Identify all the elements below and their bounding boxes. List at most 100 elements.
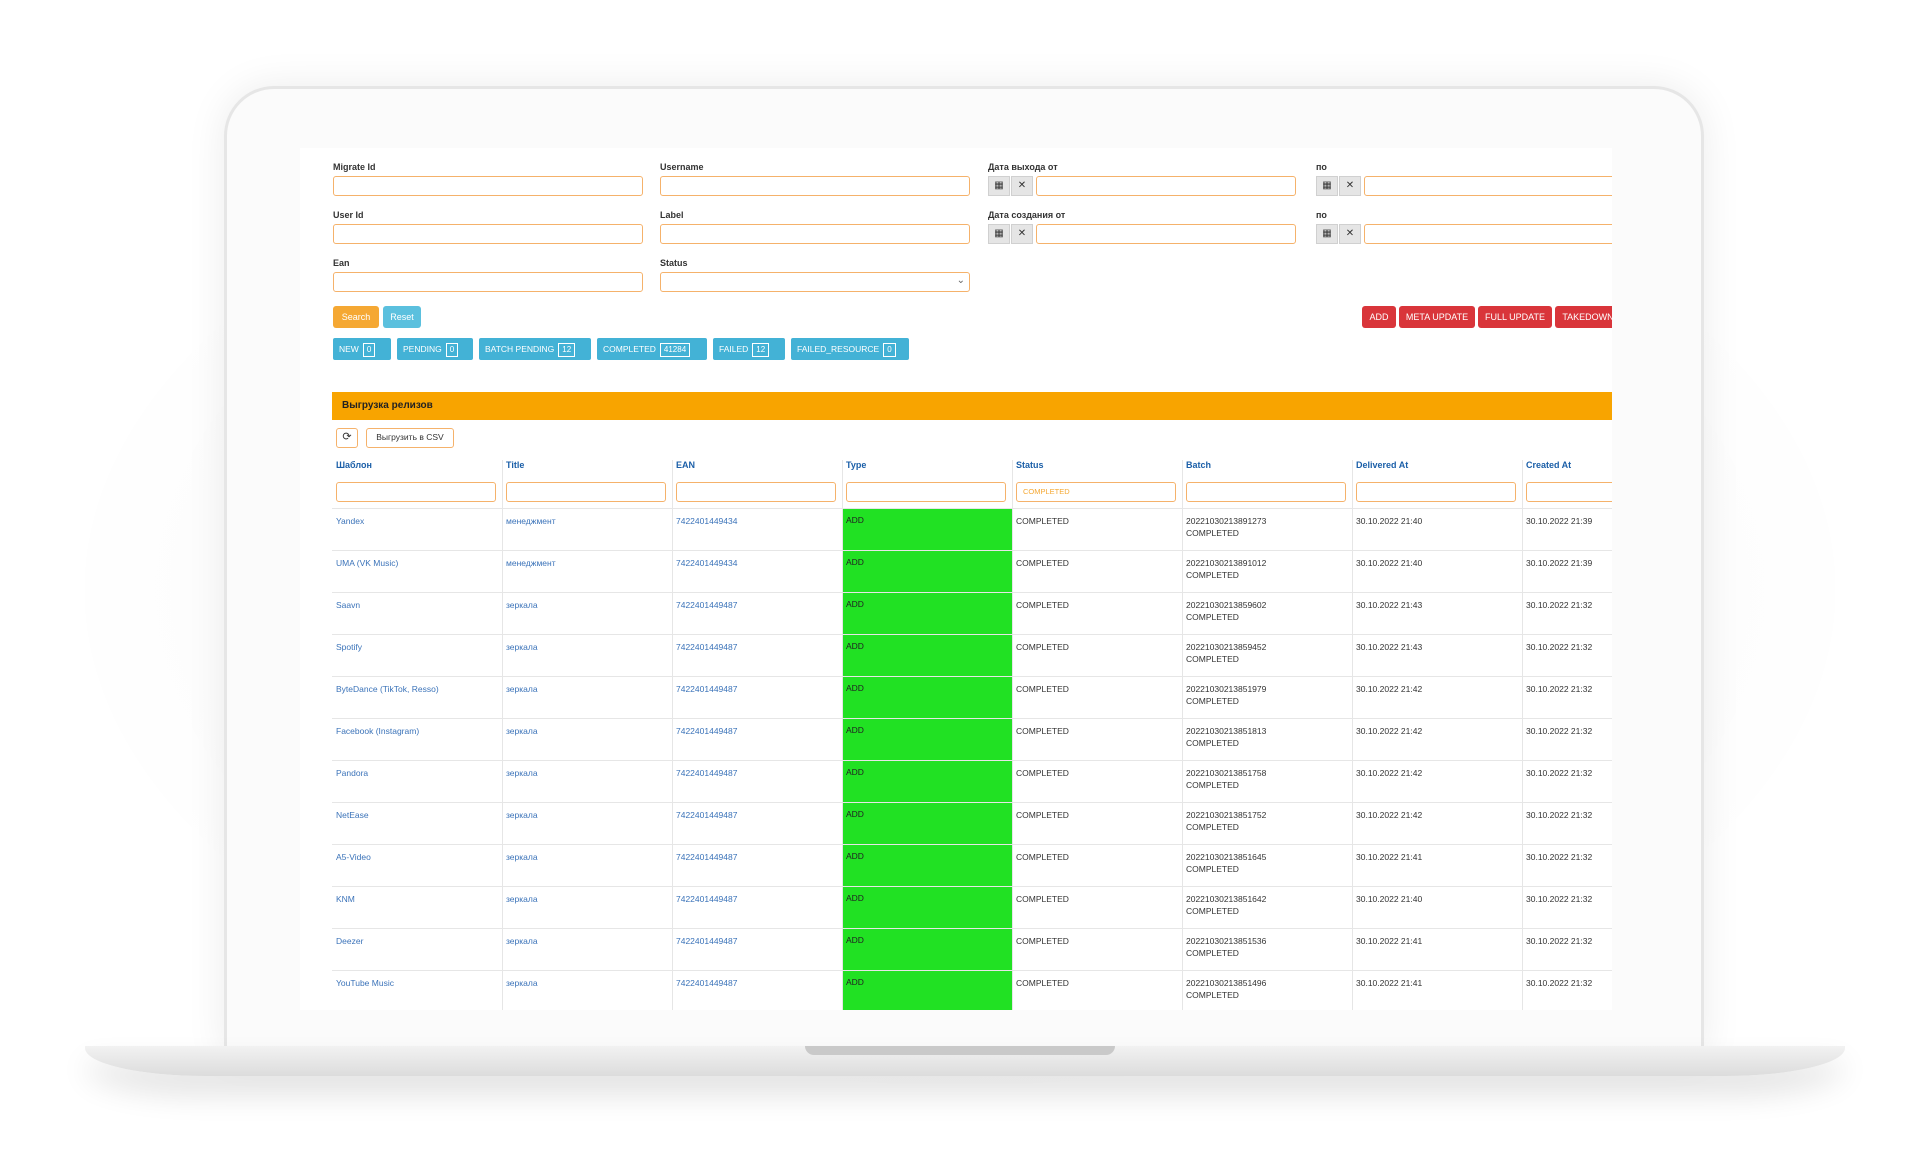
migrate-id-input[interactable]	[333, 176, 643, 196]
column-header-status[interactable]: Status	[1016, 460, 1044, 470]
takedown-button[interactable]: TAKEDOWN	[1555, 306, 1612, 328]
reset-button[interactable]: Reset	[383, 306, 421, 328]
table-row[interactable]: Facebook (Instagram) зеркала 7422401449487…	[332, 718, 1612, 761]
calendar-icon[interactable]: ▦	[988, 224, 1010, 244]
batch-filter-input[interactable]	[1186, 482, 1346, 502]
title-cell[interactable]: зеркала	[506, 600, 538, 610]
column-header-template[interactable]: Шаблон	[336, 460, 372, 470]
ean-cell[interactable]: 7422401449487	[676, 936, 738, 946]
created-filter-input[interactable]	[1526, 482, 1612, 502]
full-update-button[interactable]: FULL UPDATE	[1478, 306, 1552, 328]
title-cell[interactable]: менеджмент	[506, 558, 556, 568]
clear-date-icon[interactable]: ✕	[1011, 224, 1033, 244]
ean-cell[interactable]: 7422401449487	[676, 978, 738, 988]
template-cell[interactable]: Pandora	[336, 768, 369, 778]
template-cell[interactable]: NetEase	[336, 810, 369, 820]
table-row[interactable]: KNM зеркала 7422401449487 ADD COMPLETED 20221…	[332, 886, 1612, 929]
title-cell[interactable]: зеркала	[506, 894, 538, 904]
table-row[interactable]: UMA (VK Music) менеджмент 7422401449434 ADD…	[332, 550, 1612, 593]
search-button[interactable]: Search	[333, 306, 379, 328]
tab-failed[interactable]: FAILED 12	[713, 338, 785, 360]
tab-new[interactable]: NEW 0	[333, 338, 391, 360]
template-filter-input[interactable]	[336, 482, 496, 502]
tab-batch-pending[interactable]: BATCH PENDING 12	[479, 338, 591, 360]
template-cell[interactable]: Yandex	[336, 516, 365, 526]
calendar-icon[interactable]: ▦	[1316, 176, 1338, 196]
title-cell[interactable]: менеджмент	[506, 516, 556, 526]
column-header-title[interactable]: Title	[506, 460, 525, 470]
template-cell[interactable]: A5-Video	[336, 852, 371, 862]
ean-cell[interactable]: 7422401449434	[676, 516, 738, 526]
tab-completed[interactable]: COMPLETED 41284	[597, 338, 707, 360]
clear-date-icon[interactable]: ✕	[1339, 224, 1361, 244]
type-cell: ADD	[842, 719, 1012, 761]
table-row[interactable]: Yandex менеджмент 7422401449434 ADD COMPLETE…	[332, 508, 1612, 551]
title-cell[interactable]: зеркала	[506, 978, 538, 988]
table-row[interactable]: Spotify зеркала 7422401449487 ADD COMPLETED 2…	[332, 634, 1612, 677]
add-button[interactable]: ADD	[1362, 306, 1396, 328]
username-input[interactable]	[660, 176, 970, 196]
title-cell[interactable]: зеркала	[506, 684, 538, 694]
ean-cell[interactable]: 7422401449487	[676, 810, 738, 820]
table-row[interactable]: YouTube Music зеркала 7422401449487 ADD COMP…	[332, 970, 1612, 1010]
label-input[interactable]	[660, 224, 970, 244]
template-cell[interactable]: YouTube Music	[336, 978, 394, 988]
template-cell[interactable]: UMA (VK Music)	[336, 558, 399, 568]
clear-date-icon[interactable]: ✕	[1339, 176, 1361, 196]
batch-cell: 20221030213859452 COMPLETED	[1182, 641, 1266, 665]
title-cell[interactable]: зеркала	[506, 936, 538, 946]
table-row[interactable]: ByteDance (TikTok, Resso) зеркала 74224014…	[332, 676, 1612, 719]
ean-cell[interactable]: 7422401449434	[676, 558, 738, 568]
release-date-from-input[interactable]	[1036, 176, 1296, 196]
refresh-icon[interactable]: ⟳	[336, 428, 358, 448]
column-header-created-at[interactable]: Created At	[1526, 460, 1572, 470]
ean-cell[interactable]: 7422401449487	[676, 768, 738, 778]
ean-input[interactable]	[333, 272, 643, 292]
created-from-input[interactable]	[1036, 224, 1296, 244]
status-filter-input[interactable]: COMPLETED	[1016, 482, 1176, 502]
title-cell[interactable]: зеркала	[506, 768, 538, 778]
title-cell[interactable]: зеркала	[506, 642, 538, 652]
ean-cell[interactable]: 7422401449487	[676, 894, 738, 904]
template-cell[interactable]: Spotify	[336, 642, 362, 652]
table-row[interactable]: Pandora зеркала 7422401449487 ADD COMPLETED 2…	[332, 760, 1612, 803]
title-cell[interactable]: зеркала	[506, 726, 538, 736]
ean-cell[interactable]: 7422401449487	[676, 600, 738, 610]
title-filter-input[interactable]	[506, 482, 666, 502]
tab-failed-resource[interactable]: FAILED_RESOURCE 0	[791, 338, 909, 360]
ean-cell[interactable]: 7422401449487	[676, 642, 738, 652]
calendar-icon[interactable]: ▦	[1316, 224, 1338, 244]
created-to-input[interactable]	[1364, 224, 1612, 244]
tab-pending[interactable]: PENDING 0	[397, 338, 473, 360]
table-row[interactable]: A5-Video зеркала 7422401449487 ADD COMPLETED…	[332, 844, 1612, 887]
title-cell[interactable]: зеркала	[506, 852, 538, 862]
template-cell[interactable]: Saavn	[336, 600, 361, 610]
table-row[interactable]: Saavn зеркала 7422401449487 ADD COMPLETED 202…	[332, 592, 1612, 635]
title-cell[interactable]: зеркала	[506, 810, 538, 820]
ean-cell[interactable]: 7422401449487	[676, 726, 738, 736]
calendar-icon[interactable]: ▦	[988, 176, 1010, 196]
column-header-delivered-at[interactable]: Delivered At	[1356, 460, 1409, 470]
template-cell[interactable]: ByteDance (TikTok, Resso)	[336, 684, 439, 694]
clear-date-icon[interactable]: ✕	[1011, 176, 1033, 196]
template-cell[interactable]: KNM	[336, 894, 355, 904]
column-header-batch[interactable]: Batch	[1186, 460, 1212, 470]
template-cell[interactable]: Facebook (Instagram)	[336, 726, 420, 736]
type-filter-input[interactable]	[846, 482, 1006, 502]
batch-cell: 20221030213851758 COMPLETED	[1182, 767, 1266, 791]
batch-cell: 20221030213851536 COMPLETED	[1182, 935, 1266, 959]
delivered-filter-input[interactable]	[1356, 482, 1516, 502]
user-id-input[interactable]	[333, 224, 643, 244]
ean-cell[interactable]: 7422401449487	[676, 684, 738, 694]
column-header-type[interactable]: Type	[846, 460, 867, 470]
ean-cell[interactable]: 7422401449487	[676, 852, 738, 862]
meta-update-button[interactable]: META UPDATE	[1399, 306, 1475, 328]
column-header-ean[interactable]: EAN	[676, 460, 696, 470]
ean-filter-input[interactable]	[676, 482, 836, 502]
table-row[interactable]: NetEase зеркала 7422401449487 ADD COMPLETED 2…	[332, 802, 1612, 845]
table-row[interactable]: Deezer зеркала 7422401449487 ADD COMPLETED 20…	[332, 928, 1612, 971]
export-csv-button[interactable]: Выгрузить в CSV	[366, 428, 454, 448]
release-date-to-input[interactable]	[1364, 176, 1612, 196]
status-select[interactable]: ⌄	[660, 272, 970, 292]
template-cell[interactable]: Deezer	[336, 936, 364, 946]
